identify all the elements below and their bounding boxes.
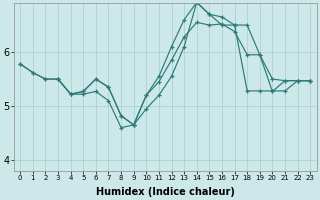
X-axis label: Humidex (Indice chaleur): Humidex (Indice chaleur) [96, 187, 235, 197]
